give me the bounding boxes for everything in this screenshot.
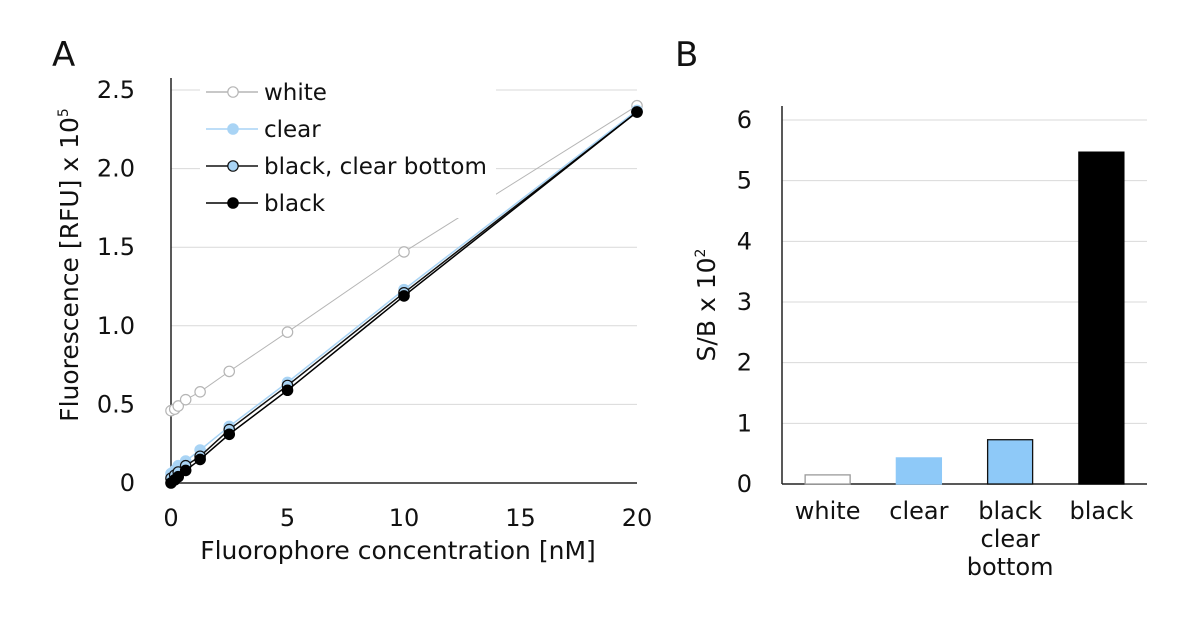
data-point-black-3 [179,464,192,477]
x-tick-label-b-white-0: white [795,497,861,525]
x-tick-label-a-0: 0 [163,504,178,532]
y-axis-title-a: Fluorescence [RFU] x 105 [55,108,84,422]
x-tick-label-a-2: 10 [389,504,420,532]
data-point-black-7 [398,290,410,302]
data-point-black-8 [631,106,643,118]
data-point-white-4 [194,386,206,398]
data-point-white-5 [223,365,236,378]
x-tick-label-a-1: 5 [280,504,295,532]
y-tick-label-a-4: 2.0 [97,155,135,183]
panel-b-label: B [675,35,698,75]
x-tick-label-a-4: 20 [622,504,653,532]
data-point-white-2 [172,400,185,412]
bar-black-clear-bottom [986,439,1034,485]
panel-a-label: A [52,35,75,75]
legend-label-white: white [264,80,327,106]
x-tick-label-b-clear-0: clear [889,497,948,525]
y-tick-label-b-3: 3 [737,288,752,316]
x-tick-label-b-black-clear-bottom-2: bottom [967,553,1054,581]
data-point-black-6 [281,384,294,397]
y-tick-label-b-5: 5 [737,167,752,195]
y-tick-label-a-5: 2.5 [97,76,135,104]
x-tick-label-a-3: 15 [505,504,536,532]
legend-label-clear: clear [264,117,321,143]
data-point-black-5 [223,428,236,441]
y-tick-label-b-1: 1 [737,409,752,437]
legend-label-black-clear-bottom: black, clear bottom [264,154,487,180]
legend-marker-black [227,197,239,209]
data-point-white-7 [398,246,410,258]
y-axis-title-a-superscript: 5 [56,108,72,117]
legend-marker-white [227,86,239,98]
legend-label-black: black [264,191,326,217]
y-axis-title-b: S/B x 102 [692,249,721,362]
legend-background [200,74,496,218]
data-point-black-4 [194,453,206,466]
y-tick-label-a-1: 0.5 [97,390,135,418]
x-axis-title-a: Fluorophore concentration [nM] [200,536,596,565]
y-tick-label-a-0: 0 [120,469,135,497]
data-point-white-6 [281,326,294,338]
y-tick-label-b-4: 4 [737,227,752,255]
bar-black [1078,151,1125,485]
x-tick-label-b-black-clear-bottom-0: black [978,497,1042,525]
y-tick-label-b-6: 6 [737,106,752,134]
legend-marker-clear [227,123,239,135]
x-tick-label-b-black-0: black [1070,497,1134,525]
y-tick-label-a-3: 1.5 [97,233,135,261]
y-tick-label-b-0: 0 [737,470,752,498]
data-point-black-2 [172,470,185,483]
y-tick-label-b-2: 2 [737,349,752,377]
chart-a: 0 0.5 1.0 1.5 2.0 2.5 0 5 10 15 20 Fluorophore conc… [55,74,652,565]
bar-clear [895,457,943,485]
y-axis-title-b-superscript: 2 [693,249,709,258]
bar-white [804,474,851,485]
legend-marker-black-clear-bottom [227,160,239,172]
y-tick-label-a-2: 1.0 [97,312,135,340]
data-point-white-3 [179,393,192,406]
x-tick-label-b-black-clear-bottom-1: clear [981,525,1040,553]
